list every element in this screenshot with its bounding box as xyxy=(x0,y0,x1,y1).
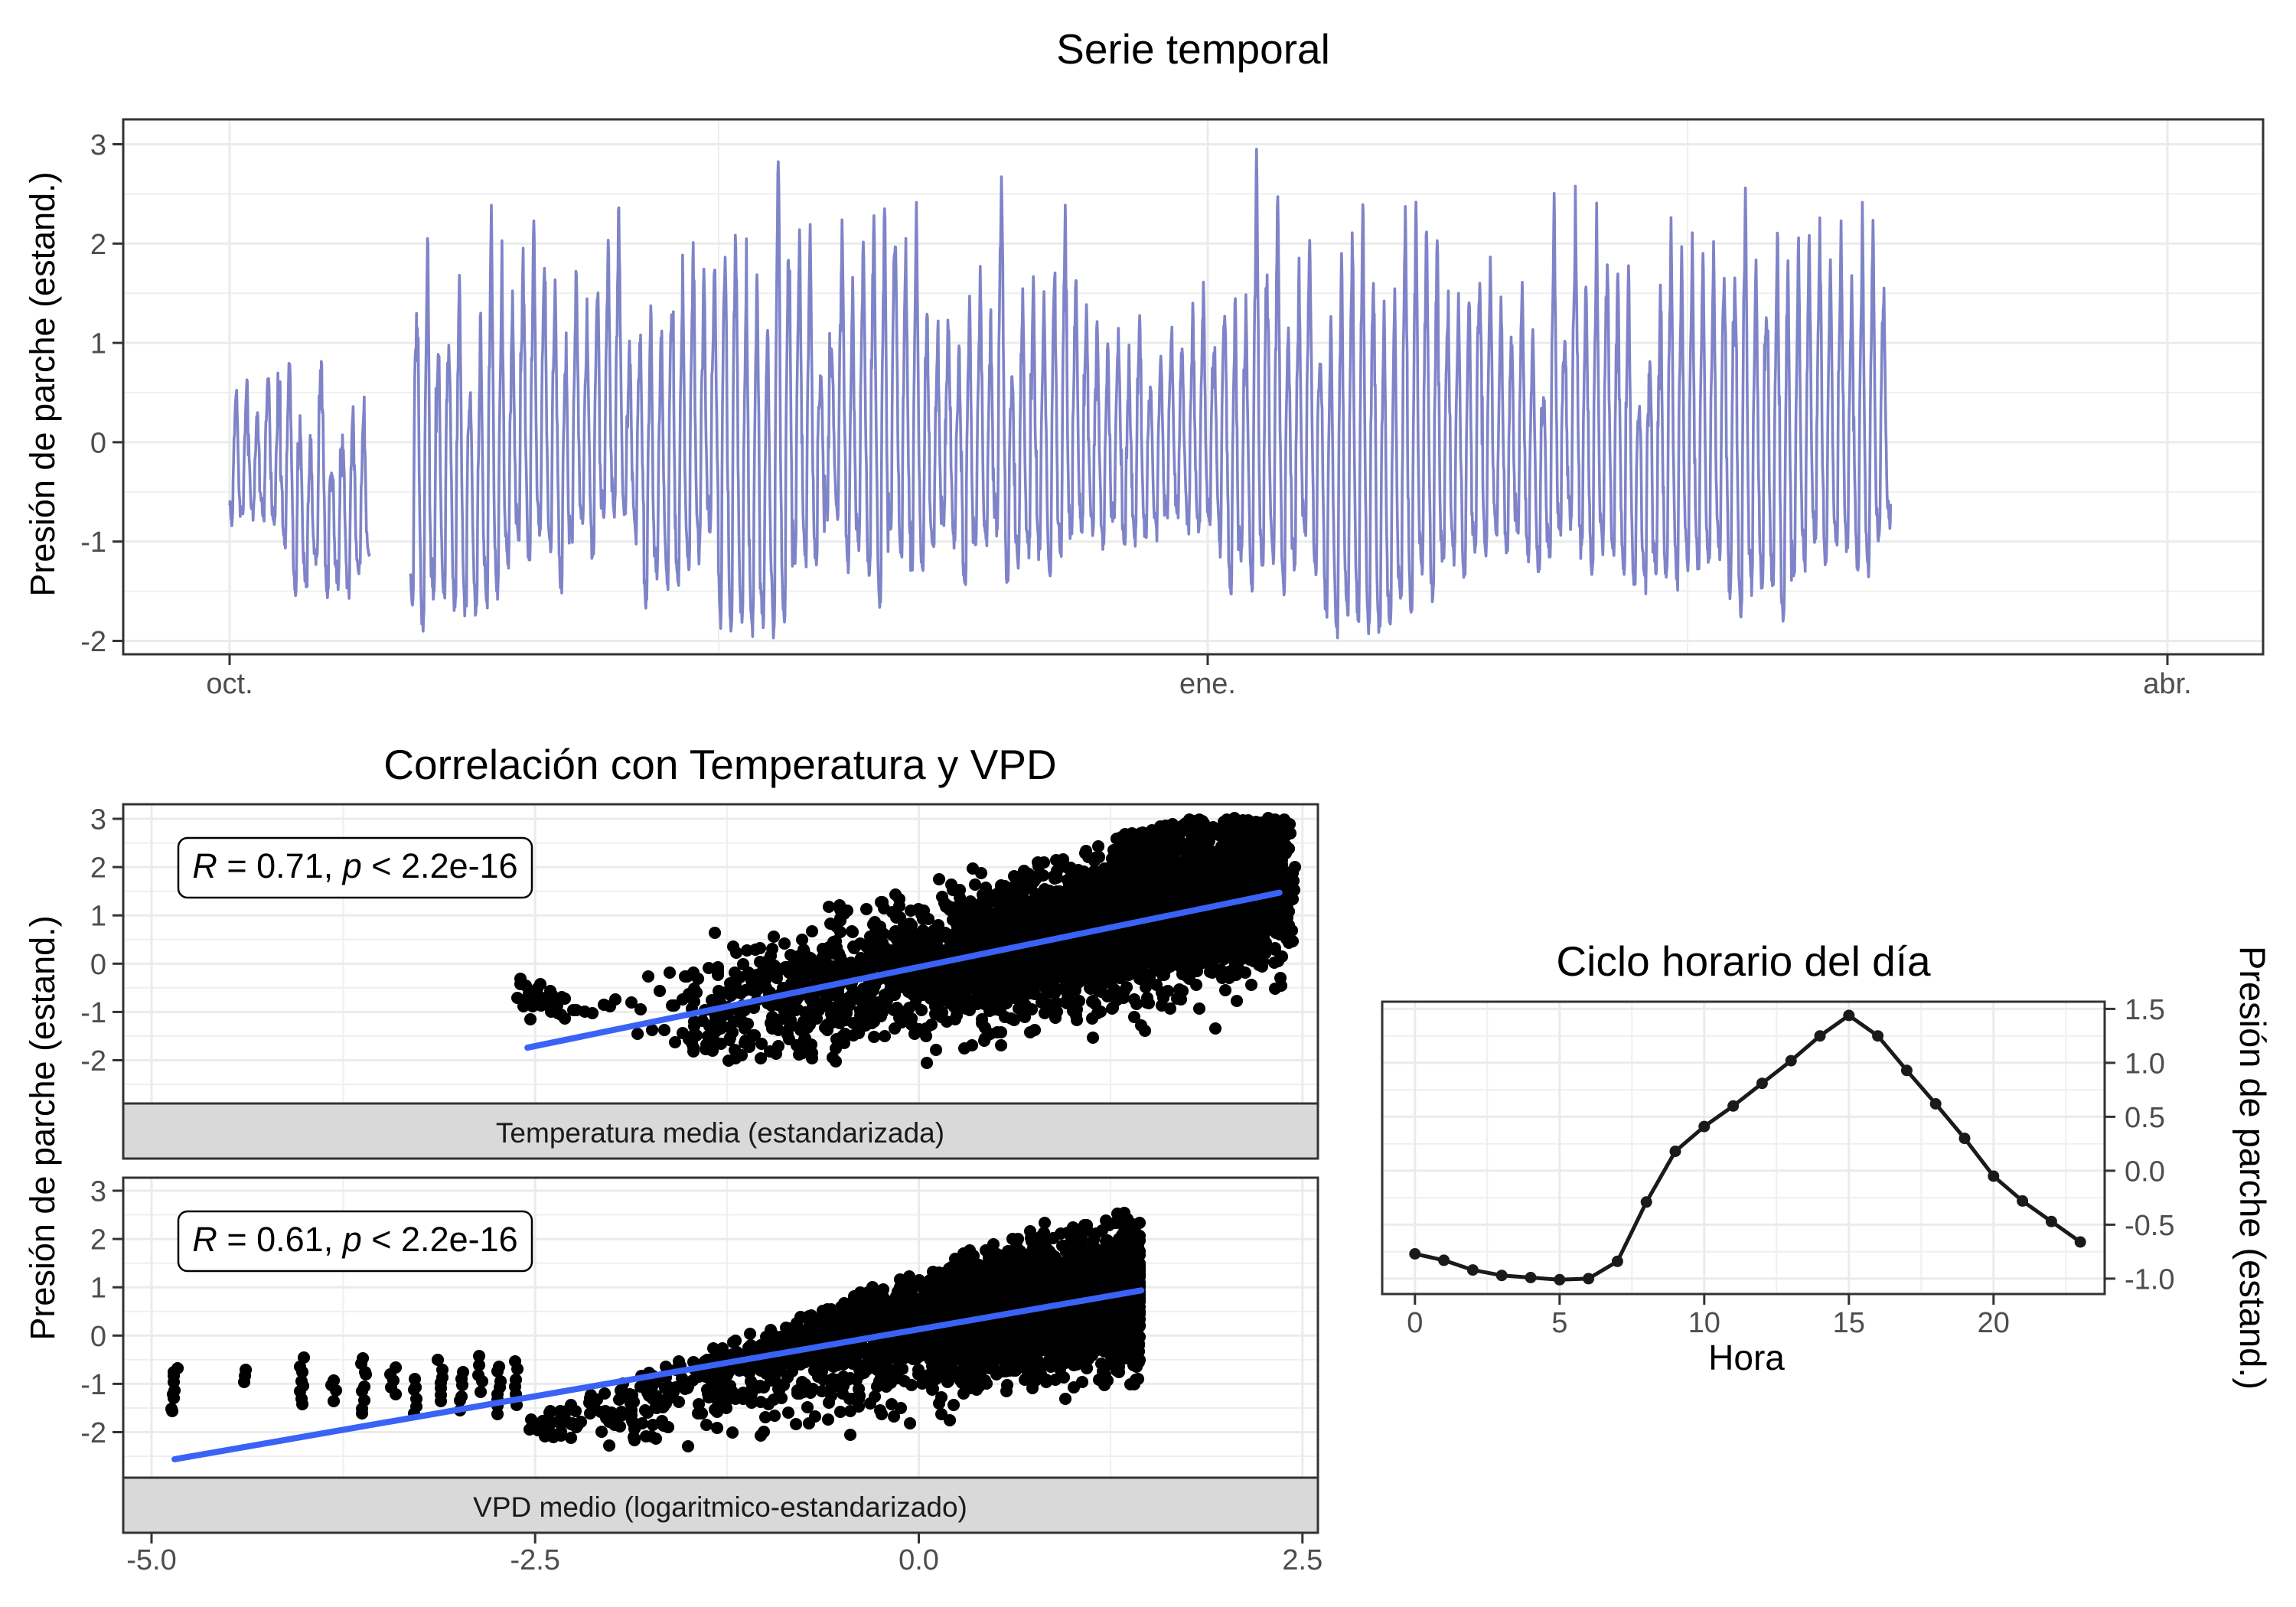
svg-text:Presión de parche (estand.): Presión de parche (estand.) xyxy=(23,171,62,596)
svg-text:1.0: 1.0 xyxy=(2125,1048,2165,1080)
svg-text:1: 1 xyxy=(90,1273,106,1305)
svg-text:3: 3 xyxy=(90,129,106,161)
svg-text:ene.: ene. xyxy=(1179,668,1236,700)
svg-text:1.5: 1.5 xyxy=(2125,994,2165,1026)
svg-text:0: 0 xyxy=(90,949,106,981)
svg-text:0.0: 0.0 xyxy=(2125,1156,2165,1188)
svg-text:15: 15 xyxy=(1833,1307,1865,1339)
svg-text:-1: -1 xyxy=(80,1369,106,1401)
svg-text:1: 1 xyxy=(90,901,106,933)
svg-text:0.0: 0.0 xyxy=(899,1544,939,1576)
svg-text:0.5: 0.5 xyxy=(2125,1102,2165,1134)
svg-text:-0.5: -0.5 xyxy=(2125,1210,2174,1242)
svg-text:-2: -2 xyxy=(80,1417,106,1449)
svg-text:-1: -1 xyxy=(80,526,106,559)
svg-text:Hora: Hora xyxy=(1708,1338,1785,1377)
svg-text:-2.5: -2.5 xyxy=(510,1544,559,1576)
svg-text:-1.0: -1.0 xyxy=(2125,1263,2174,1296)
svg-text:R = 0.61, p < 2.2e-16: R = 0.61, p < 2.2e-16 xyxy=(192,1220,517,1259)
svg-text:0: 0 xyxy=(90,427,106,459)
svg-text:VPD medio (logaritmico-estanda: VPD medio (logaritmico-estandarizado) xyxy=(473,1491,967,1523)
svg-text:Ciclo horario del día: Ciclo horario del día xyxy=(1556,937,1931,985)
svg-text:2.5: 2.5 xyxy=(1282,1544,1322,1576)
svg-text:5: 5 xyxy=(1551,1307,1567,1339)
svg-text:10: 10 xyxy=(1688,1307,1720,1339)
svg-text:-2: -2 xyxy=(80,626,106,658)
svg-text:oct.: oct. xyxy=(206,668,253,700)
svg-text:1: 1 xyxy=(90,328,106,360)
svg-text:Presión de parche (estand.): Presión de parche (estand.) xyxy=(23,915,62,1340)
svg-text:Correlación con Temperatura y: Correlación con Temperatura y VPD xyxy=(383,741,1056,788)
svg-text:0: 0 xyxy=(1407,1307,1423,1339)
svg-text:3: 3 xyxy=(90,1176,106,1208)
svg-text:Temperatura media (estandariza: Temperatura media (estandarizada) xyxy=(496,1117,944,1149)
svg-text:-1: -1 xyxy=(80,997,106,1029)
svg-text:-2: -2 xyxy=(80,1045,106,1077)
svg-text:2: 2 xyxy=(90,852,106,885)
svg-text:abr.: abr. xyxy=(2143,668,2191,700)
svg-text:3: 3 xyxy=(90,804,106,836)
svg-text:2: 2 xyxy=(90,1224,106,1257)
svg-text:0: 0 xyxy=(90,1321,106,1353)
svg-text:-5.0: -5.0 xyxy=(126,1544,176,1576)
svg-text:Serie temporal: Serie temporal xyxy=(1056,25,1330,73)
svg-text:R = 0.71, p < 2.2e-16: R = 0.71, p < 2.2e-16 xyxy=(192,846,517,885)
svg-text:20: 20 xyxy=(1978,1307,2010,1339)
svg-text:2: 2 xyxy=(90,229,106,261)
svg-text:Presión de parche (estand.): Presión de parche (estand.) xyxy=(2232,946,2273,1390)
